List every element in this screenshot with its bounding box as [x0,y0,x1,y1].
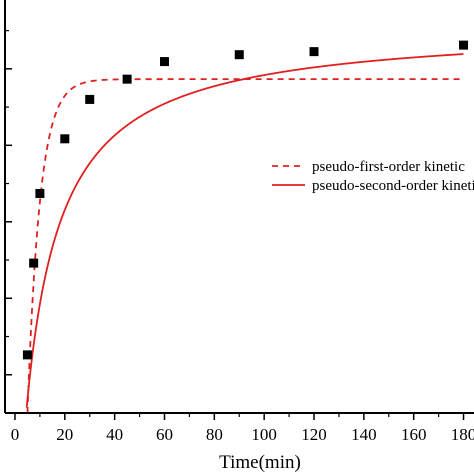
x-tick-label: 20 [56,425,73,444]
pseudo-first-order-curve [26,78,464,414]
data-point [234,50,244,60]
data-point [459,40,469,50]
data-point [60,134,70,144]
x-axis-title: Time(min) [219,452,301,473]
data-point [122,74,132,84]
pseudo-second-order-curve [25,53,464,408]
axes: 0 20 40 60 80 100 120 140 160 180 [4,0,474,444]
legend: pseudo-first-order kinetic pseudo-second… [272,159,474,194]
data-point [22,350,32,360]
x-tick-label: 40 [106,425,123,444]
data-point [309,47,319,57]
data-point [29,258,39,268]
fit-curves [25,53,464,414]
data-point [159,57,169,67]
x-tick-label: 0 [11,425,20,444]
x-tick-label: 160 [401,425,427,444]
legend-first-order-label: pseudo-first-order kinetic [312,159,465,175]
x-tick-label: 60 [156,425,173,444]
data-point [85,94,95,104]
x-tick-label: 120 [301,425,327,444]
legend-second-order-label: pseudo-second-order kinetic [312,178,474,194]
x-tick-label: 80 [206,425,223,444]
x-tick-label: 180 [451,425,474,444]
x-tick-label: 140 [351,425,377,444]
data-point [35,188,45,198]
x-tick-label: 100 [251,425,277,444]
data-points [22,40,469,360]
